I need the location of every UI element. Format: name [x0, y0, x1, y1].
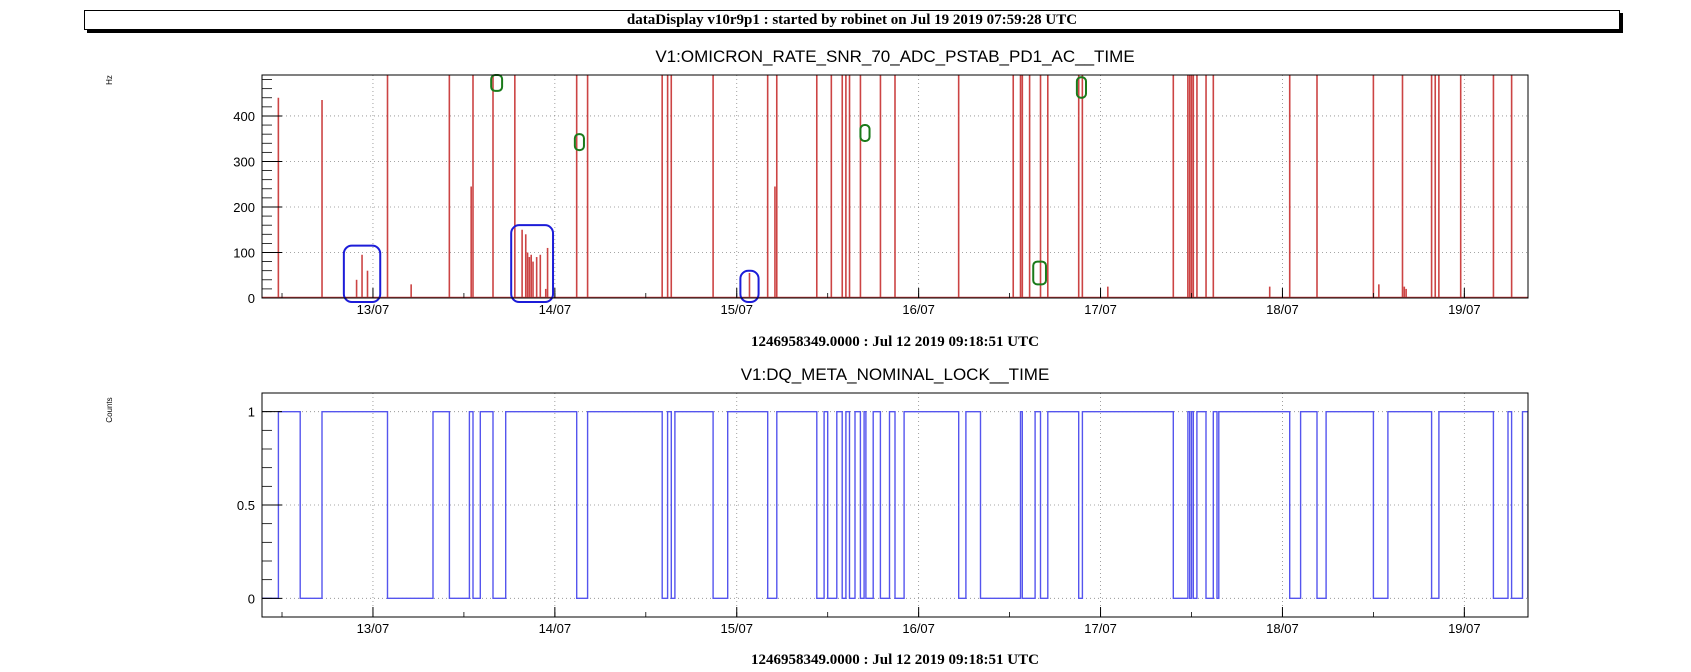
highlight-box-green — [573, 133, 585, 152]
highlight-box-blue — [510, 224, 555, 303]
x-axis-label: 1246958349.0000 : Jul 12 2019 09:18:51 U… — [751, 652, 1039, 668]
x-tick-label: 15/07 — [720, 302, 753, 317]
chart-title: V1:DQ_META_NOMINAL_LOCK__TIME — [741, 365, 1050, 384]
highlight-box-blue — [342, 244, 382, 304]
display-title: dataDisplay v10r9p1 : started by robinet… — [84, 10, 1620, 30]
x-tick-label: 19/07 — [1448, 302, 1481, 317]
highlight-box-blue — [739, 269, 760, 303]
x-tick-label: 13/07 — [357, 302, 390, 317]
y-tick-label: 200 — [233, 200, 255, 215]
chart-panel-2: V1:DQ_META_NOMINAL_LOCK__TIME Counts 12469… — [105, 365, 1529, 668]
y-tick-label: 400 — [233, 109, 255, 124]
y-tick-label: 1 — [248, 405, 255, 420]
data-layer — [262, 75, 1528, 298]
y-tick-label: 0 — [248, 591, 255, 606]
y-tick-label: 0 — [248, 291, 255, 306]
highlight-box-green — [1032, 260, 1047, 286]
highlight-box-green — [1075, 76, 1087, 99]
y-tick-label: 300 — [233, 154, 255, 169]
y-tick-label: 100 — [233, 245, 255, 260]
y-axis-label: Counts — [105, 397, 114, 422]
y-tick-label: 0.5 — [237, 498, 255, 513]
data-layer — [262, 411, 1528, 599]
highlight-box-green — [859, 124, 871, 142]
y-axis-label: Hz — [105, 75, 114, 85]
x-axis-label: 1246958349.0000 : Jul 12 2019 09:18:51 U… — [751, 334, 1039, 350]
x-tick-label: 14/07 — [539, 302, 572, 317]
x-tick-label: 14/07 — [539, 621, 572, 636]
x-tick-label: 16/07 — [902, 621, 935, 636]
x-tick-label: 18/07 — [1266, 302, 1299, 317]
chart-title: V1:OMICRON_RATE_SNR_70_ADC_PSTAB_PD1_AC_… — [655, 47, 1134, 66]
x-tick-label: 19/07 — [1448, 621, 1481, 636]
x-tick-label: 17/07 — [1084, 302, 1117, 317]
chart-panel-1: V1:OMICRON_RATE_SNR_70_ADC_PSTAB_PD1_AC_… — [105, 47, 1529, 350]
plot-frame — [261, 74, 1529, 299]
x-tick-label: 17/07 — [1084, 621, 1117, 636]
x-tick-label: 15/07 — [720, 621, 753, 636]
x-tick-label: 18/07 — [1266, 621, 1299, 636]
lock-state-line — [262, 411, 1528, 599]
x-tick-label: 13/07 — [357, 621, 390, 636]
x-tick-label: 16/07 — [902, 302, 935, 317]
